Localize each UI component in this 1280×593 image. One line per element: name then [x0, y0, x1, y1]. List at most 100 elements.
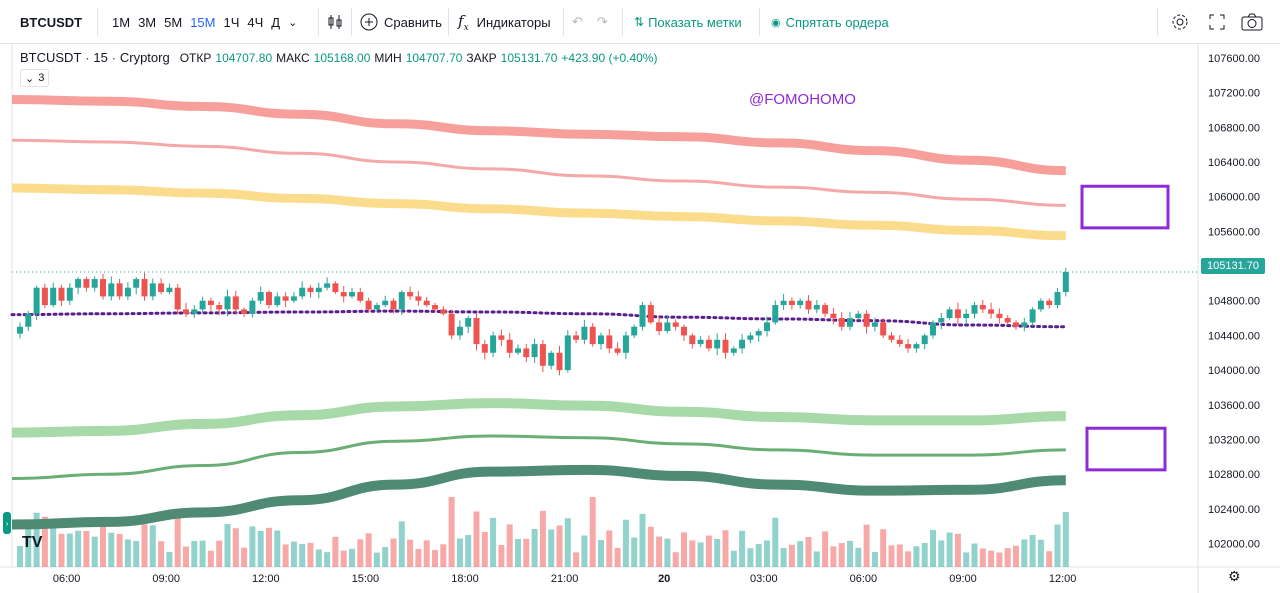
candle-body	[589, 326, 596, 345]
candle-body	[448, 313, 455, 336]
volume-bar	[971, 543, 978, 567]
volume-bar	[448, 497, 455, 567]
interval-5m[interactable]: 5М	[164, 14, 183, 30]
candle-body	[390, 300, 397, 310]
candle-body	[506, 339, 513, 353]
ma-upper-thick-red	[11, 95, 1066, 176]
y-tick-label: 103600.00	[1208, 400, 1260, 412]
volume-bar	[415, 548, 422, 567]
y-tick-label: 107200.00	[1208, 88, 1260, 100]
candle-body	[282, 296, 289, 301]
volume-bar	[647, 526, 654, 567]
toolbar-divider	[351, 8, 352, 36]
candle-body	[1046, 300, 1053, 306]
drawing-panel-toggle[interactable]: ›	[3, 512, 11, 534]
volume-bar	[440, 544, 447, 567]
price-chart[interactable]: 107600.00 107200.00 106800.00 106400.00 1060…	[0, 44, 1280, 593]
volume-bar	[133, 540, 140, 567]
legend-exchange: Cryptorg	[119, 50, 170, 65]
interval-d[interactable]: Д	[271, 14, 281, 30]
chevron-down-icon[interactable]: ⌄	[288, 16, 298, 29]
candle-body	[25, 313, 32, 327]
candle-body	[17, 326, 23, 334]
legend-high-label: МАКС	[276, 50, 310, 65]
candle-body	[996, 313, 1003, 319]
candle-body	[332, 283, 339, 293]
interval-4h[interactable]: 4Ч	[247, 14, 264, 30]
show-marks-button[interactable]: ⇅ Показать метки	[634, 0, 742, 44]
volume-bar	[1013, 545, 1019, 567]
candle-body	[58, 287, 65, 301]
volume-bar	[66, 533, 73, 567]
ma-dotted-ma	[10, 309, 1068, 329]
redo-icon[interactable]: ↷	[596, 14, 608, 29]
tradingview-logo[interactable]: TV	[22, 534, 43, 551]
show-marks-label: Показать метки	[648, 14, 742, 30]
volume-bar	[813, 551, 820, 567]
legend-symbol[interactable]: BTCUSDT	[20, 50, 82, 65]
candle-body	[523, 348, 530, 358]
highlight-box-lower-box	[1085, 426, 1167, 472]
volume-bar	[531, 528, 538, 567]
candle-body	[647, 305, 654, 323]
volume-bar	[481, 531, 488, 567]
volume-bar	[614, 547, 621, 567]
volume-bar	[390, 538, 397, 567]
indicators-button[interactable]: fx Индикаторы	[458, 0, 551, 44]
candle-body	[606, 335, 613, 349]
candle-body	[689, 335, 696, 345]
legend-change: +423.90 (+0.40%)	[561, 50, 658, 65]
marks-icon: ⇅	[634, 15, 645, 29]
compare-button[interactable]: Сравнить	[360, 0, 442, 44]
volume-bar	[506, 524, 513, 567]
legend-open-label: ОТКР	[179, 50, 212, 65]
volume-bar	[1054, 524, 1061, 567]
undo-icon[interactable]: ↶	[572, 14, 583, 29]
settings-button[interactable]	[1170, 0, 1190, 44]
volume-bar	[257, 530, 264, 567]
time-axis: 06:00 09:00 12:00 15:00 18:00 21:00 20 03:00 06:…	[53, 573, 1077, 585]
volume-bar	[465, 535, 472, 567]
volume-bar	[241, 547, 248, 567]
gear-icon[interactable]: ⚙	[1228, 568, 1241, 584]
indicators-collapse-button[interactable]: ⌄ 3	[20, 69, 50, 87]
y-tick-label: 106400.00	[1208, 157, 1260, 169]
volume-bar	[714, 538, 721, 567]
candle-body	[772, 305, 779, 323]
volume-bar	[830, 546, 837, 567]
interval-1h[interactable]: 1Ч	[223, 14, 240, 30]
candle-body	[456, 326, 463, 336]
hide-orders-button[interactable]: ◉ Спрятать ордера	[771, 0, 889, 44]
candle-body	[490, 335, 497, 353]
candle-body	[382, 300, 389, 306]
chevron-down-icon: ⌄	[25, 72, 35, 85]
volume-bar	[382, 547, 389, 567]
volume-bar	[564, 518, 571, 567]
volume-bar	[149, 525, 156, 567]
candle-body	[432, 305, 438, 310]
gear-icon	[1172, 14, 1188, 30]
candle-body	[622, 335, 629, 353]
candle-body	[398, 292, 405, 310]
interval-3m[interactable]: 3М	[138, 14, 157, 30]
chart-type-button[interactable]	[326, 0, 344, 44]
x-tick-label: 03:00	[750, 573, 778, 585]
candle-body	[764, 322, 770, 332]
toolbar-divider	[318, 8, 319, 36]
symbol-search-button[interactable]: BTCUSDT	[20, 0, 82, 44]
interval-1m[interactable]: 1М	[112, 14, 131, 30]
candle-body	[166, 287, 173, 293]
last-price-label: 105131.70	[1201, 258, 1265, 274]
snapshot-button[interactable]	[1241, 0, 1263, 44]
volume-bar	[423, 540, 430, 567]
fullscreen-button[interactable]	[1208, 0, 1226, 44]
undo-redo-group: ↶ ↷	[572, 0, 608, 44]
volume-bar	[357, 539, 364, 567]
volume-bar	[838, 543, 845, 567]
interval-15m[interactable]: 15М	[190, 14, 216, 30]
volume-bar	[1021, 539, 1028, 567]
volume-bar	[697, 542, 704, 567]
legend-low: 104707.70	[405, 50, 463, 65]
candle-body	[921, 335, 928, 345]
volume-bar	[473, 511, 480, 567]
